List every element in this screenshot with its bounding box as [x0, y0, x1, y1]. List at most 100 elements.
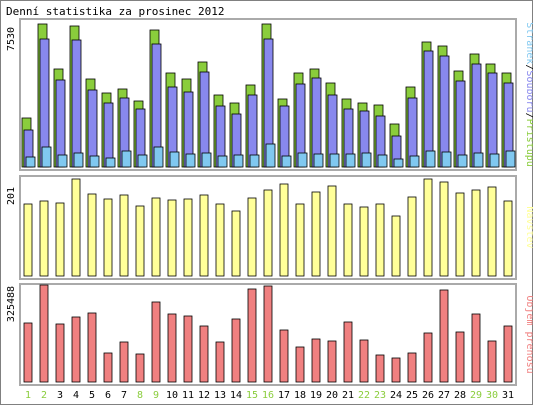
- bar-kbytes-day-17: [279, 329, 289, 383]
- bar-visits-day-7: [119, 194, 129, 277]
- day-label: 25: [406, 390, 418, 401]
- bar-visits-day-15: [247, 197, 257, 277]
- bar-visits-day-26: [423, 178, 433, 277]
- day-label: 4: [73, 390, 79, 401]
- day-label: 5: [89, 390, 95, 401]
- bar-visits-day-29: [471, 189, 481, 277]
- day-label: 23: [374, 390, 386, 401]
- bar-pages-day-18: [297, 152, 308, 168]
- bar-pages-day-31: [505, 150, 516, 168]
- bar-visits-day-25: [407, 196, 417, 277]
- legend-entry: Objem přenosu: [524, 295, 533, 373]
- y-max-label: 201: [6, 187, 17, 205]
- bar-kbytes-day-20: [327, 340, 337, 383]
- day-label: 13: [214, 390, 226, 401]
- bar-kbytes-day-23: [375, 354, 385, 383]
- bar-kbytes-day-10: [167, 313, 177, 383]
- bar-pages-day-14: [233, 154, 244, 168]
- day-label: 18: [294, 390, 306, 401]
- day-label: 6: [105, 390, 111, 401]
- bar-kbytes-day-7: [119, 341, 129, 383]
- bar-visits-day-9: [151, 197, 161, 277]
- day-label: 22: [358, 390, 370, 401]
- bar-kbytes-day-4: [71, 316, 81, 383]
- bar-pages-day-25: [409, 155, 420, 168]
- bar-pages-day-24: [393, 158, 404, 168]
- day-label: 17: [278, 390, 290, 401]
- bar-kbytes-day-16: [263, 285, 273, 383]
- day-label: 26: [422, 390, 434, 401]
- bar-pages-day-27: [441, 151, 452, 168]
- bar-visits-day-16: [263, 189, 273, 277]
- legend-hits-files-pages: Stránek/Souborů/Přístupů: [524, 22, 533, 167]
- bar-kbytes-day-1: [23, 322, 33, 383]
- bar-pages-day-28: [457, 154, 468, 168]
- legend-kbytes: Objem přenosu: [524, 295, 533, 373]
- bar-pages-day-9: [153, 146, 164, 168]
- bar-visits-day-18: [295, 203, 305, 277]
- legend-entry: Souborů: [524, 70, 533, 112]
- bar-pages-day-15: [249, 154, 260, 168]
- bar-kbytes-day-15: [247, 288, 257, 383]
- bar-pages-day-5: [89, 155, 100, 168]
- bar-pages-day-1: [25, 156, 36, 168]
- bar-visits-day-27: [439, 181, 449, 277]
- bar-kbytes-day-3: [55, 323, 65, 383]
- bar-visits-day-30: [487, 186, 497, 277]
- day-label: 10: [166, 390, 178, 401]
- bar-pages-day-13: [217, 155, 228, 168]
- bar-files-day-30: [487, 72, 498, 168]
- panel-visits: 201 Návštěv: [6, 175, 533, 280]
- bar-pages-day-26: [425, 150, 436, 168]
- bar-pages-day-21: [345, 153, 356, 168]
- bar-kbytes-day-13: [215, 341, 225, 383]
- chart-title: Denní statistika za prosinec 2012: [6, 5, 225, 18]
- panel-frame: [19, 175, 517, 280]
- day-label: 24: [390, 390, 402, 401]
- bar-pages-day-12: [201, 152, 212, 168]
- bar-kbytes-day-11: [183, 315, 193, 383]
- bar-kbytes-day-30: [487, 340, 497, 383]
- day-label: 2: [41, 390, 47, 401]
- bar-kbytes-day-21: [343, 321, 353, 383]
- bar-files-day-5: [87, 89, 98, 168]
- bar-pages-day-3: [57, 154, 68, 168]
- bar-visits-day-31: [503, 200, 513, 277]
- bar-kbytes-day-18: [295, 346, 305, 383]
- bar-kbytes-day-31: [503, 325, 513, 383]
- bar-kbytes-day-25: [407, 352, 417, 383]
- bar-visits-day-22: [359, 206, 369, 277]
- bar-kbytes-day-14: [231, 318, 241, 383]
- day-axis: 1 2 3 4 5 6 7 8 9 10 11 12 13 14 15 16 17 18 19 20 21 22 23 24 2…: [25, 390, 514, 401]
- bar-files-day-4: [71, 39, 82, 168]
- legend-separator: /: [524, 113, 533, 119]
- bar-pages-day-10: [169, 151, 180, 168]
- day-label: 16: [262, 390, 274, 401]
- bar-kbytes-day-5: [87, 312, 97, 383]
- bar-kbytes-day-22: [359, 339, 369, 383]
- bar-visits-day-5: [87, 193, 97, 277]
- bar-visits-day-10: [167, 199, 177, 277]
- day-label: 20: [326, 390, 338, 401]
- bar-pages-day-22: [361, 152, 372, 168]
- bar-pages-day-29: [473, 152, 484, 168]
- bar-pages-day-20: [329, 153, 340, 168]
- bar-visits-day-23: [375, 203, 385, 277]
- bar-visits-day-17: [279, 183, 289, 277]
- bar-kbytes-day-19: [311, 338, 321, 383]
- bar-visits-day-8: [135, 205, 145, 277]
- legend-entry: Přístupů: [524, 119, 533, 167]
- bar-files-day-26: [423, 50, 434, 168]
- day-label: 19: [310, 390, 322, 401]
- bar-kbytes-day-27: [439, 289, 449, 383]
- panel-frame: [19, 18, 517, 171]
- bar-pages-day-2: [41, 146, 52, 168]
- day-label: 29: [470, 390, 482, 401]
- day-label: 15: [246, 390, 258, 401]
- panels: 7530Stránek/Souborů/Přístupů201Návštěv32…: [6, 18, 533, 386]
- bar-visits-day-14: [231, 210, 241, 277]
- bar-pages-day-6: [105, 157, 116, 168]
